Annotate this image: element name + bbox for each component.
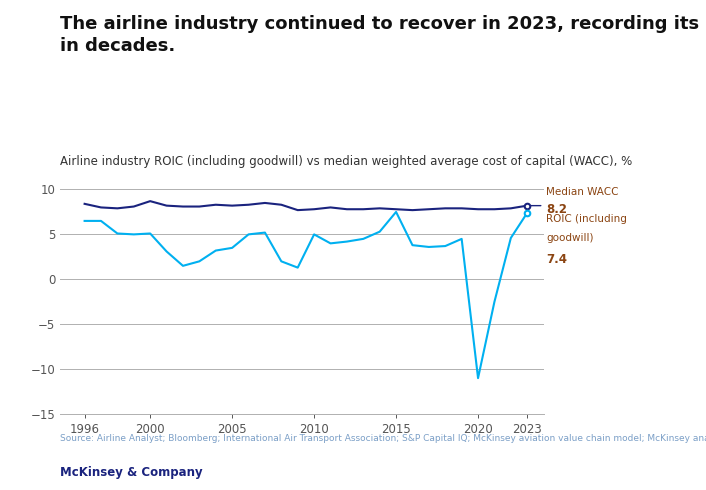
Text: 7.4: 7.4	[546, 253, 567, 266]
Text: goodwill): goodwill)	[546, 233, 594, 244]
Text: The airline industry continued to recover in 2023, recording its best year
in de: The airline industry continued to recove…	[60, 15, 706, 55]
Text: Source: Airline Analyst; Bloomberg; International Air Transport Association; S&P: Source: Airline Analyst; Bloomberg; Inte…	[60, 434, 706, 442]
Text: 8.2: 8.2	[546, 203, 567, 216]
Text: ROIC (including: ROIC (including	[546, 214, 627, 224]
Text: McKinsey & Company: McKinsey & Company	[60, 466, 203, 479]
Text: Airline industry ROIC (including goodwill) vs median weighted average cost of ca: Airline industry ROIC (including goodwil…	[60, 154, 633, 168]
Text: Median WACC: Median WACC	[546, 187, 618, 197]
